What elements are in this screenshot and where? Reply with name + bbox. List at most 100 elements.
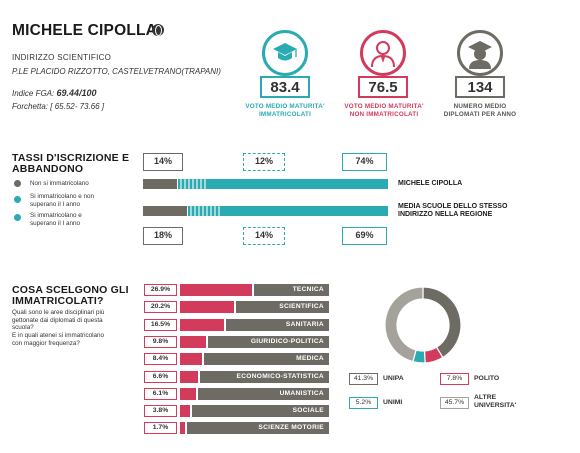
legend-dot-teal [14,214,21,221]
scelte-question-1-line: scuola? [12,324,34,331]
legend-non-immatricolano: Non si immatricolano [30,180,89,187]
scelte-question-1: Quali sono le aree disciplinari più gett… [12,309,104,332]
stat-2-label: VOTO MEDIO MATURITA' NON IMMATRICOLATI [344,103,424,118]
scelte-question-1-line: Quali sono le aree disciplinari più [12,309,105,316]
area-bar [180,370,198,383]
scelte-question-2: E in quali atenei si immatricolano con m… [12,332,104,347]
graduate-icon [273,43,297,61]
school-pct-superano: 74% [342,153,387,171]
stat-1-label: VOTO MEDIO MATURITA' IMMATRICOLATI [245,103,325,118]
iscrizione-title-line1: TASSI D'ISCRIZIONE E [12,152,130,164]
area-pct: 16.5% [144,318,177,331]
legend-polito-name: POLITO [474,375,500,382]
scelte-title: COSA SCELGONO GLI IMMATRICOLATI? [12,285,129,307]
area-pct: 8.4% [144,353,177,366]
area-pct: 9.8% [144,335,177,348]
legend-altre-name: ALTRE UNIVERSITA' [474,394,516,410]
region-pct-non-immatricolati: 18% [143,227,183,245]
area-bar [180,405,191,418]
iscrizione-title-line2: ABBANDONO [12,163,84,175]
iscrizione-title: TASSI D'ISCRIZIONE E ABBANDONO [12,153,129,175]
stat-3-value: 134 [455,76,505,98]
school-pct-non-superano: 12% [243,153,285,171]
school-address: P.LE PLACIDO RIZZOTTO, CASTELVETRANO(TRA… [12,67,221,76]
school-bar-superano [206,179,388,189]
legend-superano: Si immatricolano e superano il I anno [30,212,82,227]
legend-unimi-pct: 5.2% [349,397,378,409]
legend-non-superano: Si immatricolano e non superano il I ann… [30,193,94,208]
scelte-question-1-line: gettonate dai diplomati di questa [12,316,103,324]
scelte-title-line1: COSA SCELGONO GLI [12,284,129,296]
school-bar-non-immatricolati [143,179,178,189]
region-bar [143,206,388,216]
donut-slice-altre [384,286,424,363]
school-bar-non-superano [178,179,207,189]
area-bar [180,301,235,314]
area-pct: 3.8% [144,405,177,418]
area-name: UMANISTICA [198,387,329,400]
legend-unipa-name: UNIPA [383,375,404,382]
legend-altre-name-line1: ALTRE [474,394,497,401]
legend-dot-teal-light [14,196,21,203]
stat-2-value: 76.5 [358,76,408,98]
area-name: MEDICA [204,353,329,366]
area-name: SANITARIA [226,318,329,331]
forchetta-label: Forchetta: [12,102,49,111]
school-type: INDIRIZZO SCIENTIFICO [12,53,112,62]
area-bar [180,318,225,331]
region-pct-superano: 69% [342,227,387,245]
legend-superano-line1: Si immatricolano e [30,212,82,219]
school-name: MICHELE CIPOLLA [12,22,158,39]
region-bar-label-line1: MEDIA SCUOLE DELLO STESSO [398,203,508,210]
globe-icon[interactable] [152,24,164,36]
areas-bar-chart: 26.9% TECNICA 20.2% SCIENTIFICA 16.5% SANITAR… [144,284,329,439]
stat-3-icon-circle [457,30,503,76]
area-pct: 1.7% [144,422,177,435]
area-bar [180,335,207,348]
area-pct: 6.1% [144,387,177,400]
legend-superano-line2: superano il I anno [30,219,81,227]
area-pct: 6.6% [144,370,177,383]
area-pct: 26.9% [144,284,177,296]
region-bar-label-line2: INDIRIZZO NELLA REGIONE [398,211,493,218]
legend-unimi-name: UNIMI [383,399,403,406]
region-pct-non-superano: 14% [243,227,285,245]
atenei-donut-chart [384,286,462,364]
area-bar [180,422,185,435]
legend-polito-pct: 7.8% [440,373,469,385]
legend-altre-pct: 45.7% [440,397,469,409]
legend-non-superano-line1: Si immatricolano e non [30,193,95,200]
area-bar [180,387,197,400]
donut-slice-unipa [422,286,462,359]
stat-2-icon-circle [360,30,406,76]
person-icon [371,41,395,68]
legend-non-superano-line2: superano il I anno [30,200,81,208]
region-bar-non-superano [187,206,221,216]
area-bar [180,353,203,366]
school-bar [143,179,388,189]
school-pct-non-immatricolati: 14% [143,153,183,171]
school-bar-label: MICHELE CIPOLLA [398,180,463,187]
stat-3-label: NUMERO MEDIO DIPLOMATI PER ANNO [443,103,517,118]
stat-1-value: 83.4 [260,76,310,98]
legend-unipa-pct: 41.3% [349,373,378,385]
fga-index: Indice FGA: 69.44/100 [12,88,97,98]
area-bar [180,284,252,296]
scelte-title-line2: IMMATRICOLATI? [12,295,104,307]
fga-value: 69.44/100 [56,88,97,98]
forchetta: Forchetta: [ 65.52- 73.66 ] [12,102,104,111]
scelte-question-2-line: E in quali atenei si immatricolano [12,332,105,339]
area-name: ECONOMICO-STATISTICA [199,370,329,383]
area-name: SCIENTIFICA [236,301,329,314]
area-name: SCIENZE MOTORIE [186,422,329,435]
forchetta-value: [ 65.52- 73.66 ] [50,102,105,111]
area-name: GIURIDICO-POLITICA [208,335,329,348]
area-name: SOCIALE [192,405,329,418]
region-bar-superano [220,206,388,216]
area-pct: 20.2% [144,301,177,314]
legend-altre-name-line2: UNIVERSITA' [474,402,517,409]
legend-dot-grey [14,180,21,187]
area-name: TECNICA [254,284,329,296]
fga-label: Indice FGA: [12,89,55,98]
region-bar-label: MEDIA SCUOLE DELLO STESSO INDIRIZZO NELL… [398,203,507,219]
